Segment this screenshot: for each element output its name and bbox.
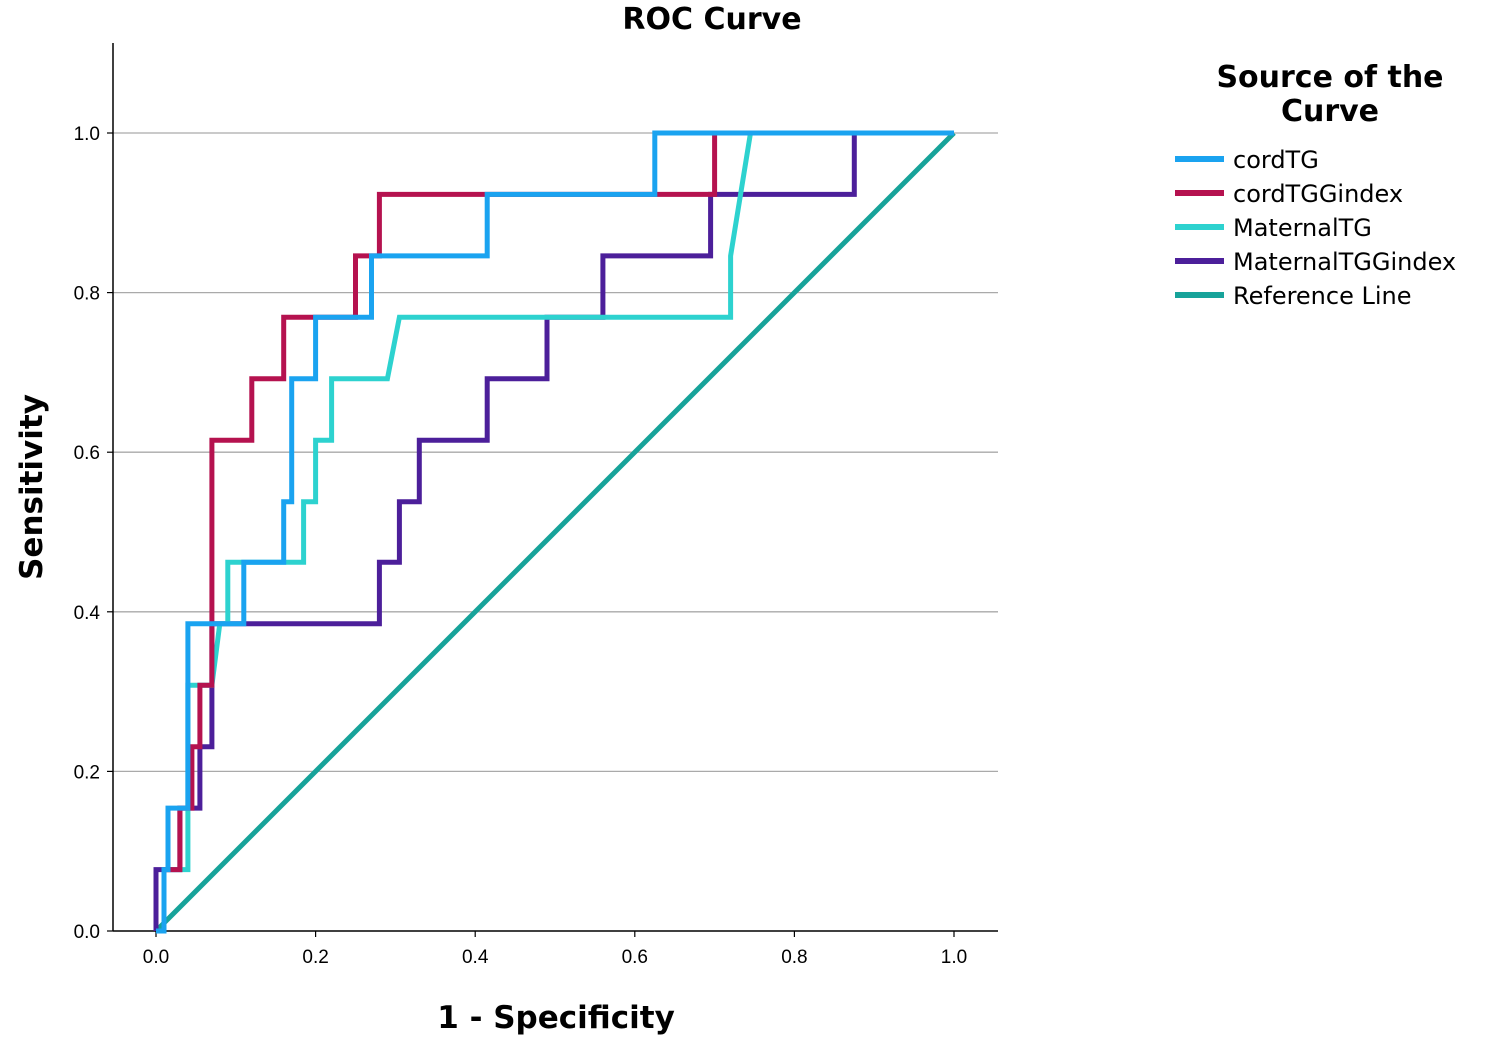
legend-title-line-2: Curve	[1281, 94, 1379, 129]
y-tick-label: 0.8	[74, 284, 100, 305]
x-tick-label: 0.0	[143, 947, 169, 968]
series-line-maternaltggindex	[153, 130, 954, 931]
y-axis-label: Sensitivity	[14, 394, 50, 580]
legend-label-cordtg: cordTG	[1233, 146, 1319, 174]
x-tick-label: 0.4	[462, 947, 489, 968]
y-tick-label: 0.6	[74, 443, 100, 464]
x-axis-label: 1 - Specificity	[437, 1000, 675, 1036]
legend-label-reference-line: Reference Line	[1233, 282, 1412, 310]
legend-label-maternaltggindex: MaternalTGGindex	[1233, 248, 1456, 276]
y-tick-label: 0.0	[74, 922, 100, 943]
x-tick-label: 1.0	[941, 947, 967, 968]
series-line-cordtggindex	[156, 130, 954, 934]
legend-items: cordTG cordTGGindex MaternalTG MaternalTGGi…	[1175, 146, 1456, 310]
y-tick-label: 1.0	[74, 124, 100, 145]
y-tick-labels: 0.0 0.2 0.4 0.6 0.8 1.0	[74, 124, 113, 943]
series-lines	[153, 130, 956, 934]
legend-label-maternaltg: MaternalTG	[1233, 214, 1372, 242]
x-tick-label: 0.2	[302, 947, 328, 968]
x-tick-labels: 0.0 0.2 0.4 0.6 0.8 1.0	[143, 931, 967, 968]
x-tick-label: 0.6	[622, 947, 648, 968]
y-tick-label: 0.4	[74, 603, 101, 624]
series-line-cordtg	[156, 130, 954, 934]
chart-title: ROC Curve	[622, 2, 801, 37]
legend: Source of the Curve cordTG cordTGGindex Ma…	[1175, 60, 1456, 310]
x-tick-label: 0.8	[781, 947, 807, 968]
grid-lines	[113, 132, 998, 773]
y-tick-label: 0.2	[74, 762, 100, 783]
legend-label-cordtggindex: cordTGGindex	[1233, 180, 1403, 208]
legend-title-line-1: Source of the	[1216, 60, 1443, 95]
series-line-reference-line	[154, 131, 956, 933]
